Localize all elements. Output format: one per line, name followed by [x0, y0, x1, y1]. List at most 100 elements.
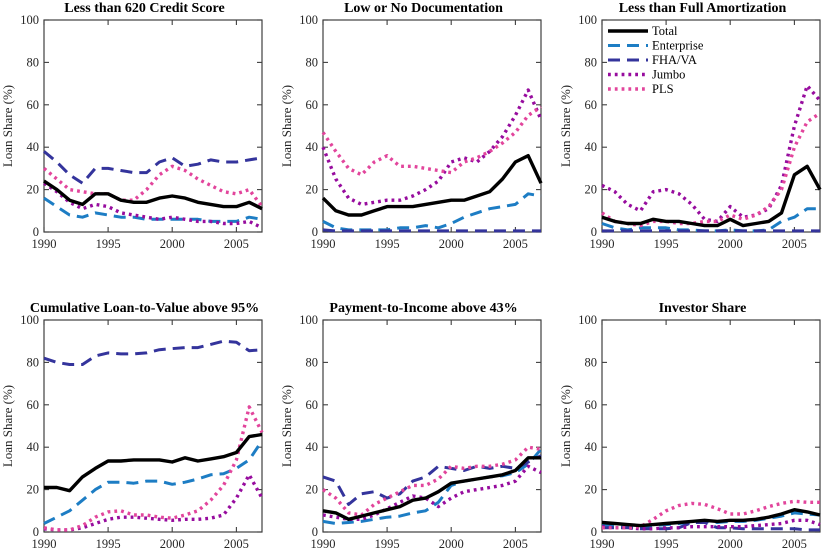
- series-line-jumbo: [322, 464, 542, 522]
- x-tick-label: 1995: [96, 237, 121, 251]
- series-line-total: [322, 456, 541, 522]
- subplot-cltv-above-95: Cumulative Loan-to-Value above 95% 1990 1…: [0, 276, 279, 553]
- y-axis-label: Loan Share (%): [0, 85, 15, 167]
- y-tick-label: 20: [27, 483, 40, 497]
- chart-plot-pti: 1990 1995 2000 2005 0 20 40 60 80 100 Loan Share (…: [279, 313, 543, 551]
- y-tick-label: 100: [299, 13, 318, 27]
- y-tick-label: 20: [306, 183, 319, 197]
- y-tick-label: 100: [299, 313, 318, 327]
- y-tick-label: 100: [20, 13, 39, 27]
- y-tick-label: 60: [27, 98, 40, 112]
- y-axis-label: Loan Share (%): [558, 85, 573, 167]
- subplot-low-or-no-documentation: Low or No Documentation 1990 1995 2000 2005…: [279, 0, 558, 276]
- legend-label-fha_va: FHA/VA: [652, 53, 697, 67]
- subplot-payment-to-income-above-43: Payment-to-Income above 43% 1990 1995 2000…: [279, 276, 558, 553]
- series-line-pls: [321, 105, 542, 177]
- series-line-pls: [43, 405, 264, 532]
- x-tick-label: 1990: [590, 537, 615, 551]
- chart-title: Investor Share: [658, 301, 747, 316]
- chart-plot-amortization: 1990 1995 2000 2005 0 20 40 60 80 100 Loan Share (…: [558, 13, 822, 251]
- series-line-pls: [601, 111, 821, 228]
- y-tick-label: 20: [585, 483, 598, 497]
- legend-label-pls: PLS: [652, 82, 674, 96]
- x-tick-label: 2005: [224, 237, 249, 251]
- subplot-less-than-620-credit-score: Less than 620 Credit Score 1990 1995 2000 2…: [0, 0, 279, 276]
- legend-label-total: Total: [652, 24, 678, 38]
- series-line-enterprise: [601, 511, 821, 529]
- y-tick-label: 60: [27, 398, 40, 412]
- y-tick-label: 60: [585, 98, 598, 112]
- series-line-total: [601, 164, 822, 228]
- y-tick-label: 60: [306, 398, 319, 412]
- x-tick-label: 1995: [375, 537, 400, 551]
- y-tick-label: 20: [585, 183, 598, 197]
- chart-plot-documentation: 1990 1995 2000 2005 0 20 40 60 80 100 Loan Share (…: [279, 13, 543, 251]
- y-tick-label: 60: [306, 98, 319, 112]
- y-tick-label: 0: [591, 225, 597, 239]
- axes-box: [601, 319, 821, 533]
- series-line-enterprise: [322, 192, 542, 232]
- x-tick-label: 1995: [96, 537, 121, 551]
- series-line-jumbo: [43, 181, 263, 230]
- y-tick-label: 100: [20, 313, 39, 327]
- y-tick-label: 100: [578, 13, 597, 27]
- series-line-total: [43, 179, 263, 211]
- y-tick-label: 80: [27, 355, 40, 369]
- series-line-jumbo: [601, 518, 821, 531]
- y-tick-label: 80: [306, 355, 319, 369]
- x-tick-label: 1990: [590, 237, 615, 251]
- axes-box: [322, 19, 542, 233]
- series-line-total: [321, 153, 543, 217]
- y-tick-label: 20: [27, 183, 40, 197]
- chart-title: Payment-to-Income above 43%: [329, 301, 518, 316]
- series-line-enterprise: [43, 439, 264, 525]
- series-line-total: [601, 507, 821, 528]
- x-tick-label: 1990: [311, 537, 336, 551]
- legend-label-enterprise: Enterprise: [652, 39, 704, 53]
- x-tick-label: 2000: [160, 237, 185, 251]
- y-tick-label: 40: [27, 140, 40, 154]
- series-line-pls: [322, 445, 542, 517]
- chart-plot-credit-score: 1990 1995 2000 2005 0 20 40 60 80 100 Loan Share (…: [0, 13, 264, 251]
- chart-title: Less than 620 Credit Score: [64, 1, 225, 16]
- y-axis-label: Loan Share (%): [279, 85, 294, 167]
- series-line-fha_va: [322, 228, 541, 233]
- x-tick-label: 2000: [718, 537, 743, 551]
- y-axis-label: Loan Share (%): [279, 385, 294, 467]
- y-tick-label: 40: [306, 440, 319, 454]
- y-tick-label: 100: [578, 313, 597, 327]
- x-tick-label: 2000: [439, 537, 464, 551]
- x-tick-label: 2000: [439, 237, 464, 251]
- subplot-less-than-full-amortization: Less than Full Amortization 1990 1995 2000…: [558, 0, 837, 276]
- y-tick-label: 80: [585, 355, 598, 369]
- y-tick-label: 60: [585, 398, 598, 412]
- chart-title: Low or No Documentation: [344, 1, 503, 16]
- series-line-total: [44, 432, 263, 493]
- y-tick-label: 80: [27, 55, 40, 69]
- y-tick-label: 40: [585, 440, 598, 454]
- x-tick-label: 2005: [782, 537, 807, 551]
- chart-title: Cumulative Loan-to-Value above 95%: [29, 301, 260, 316]
- x-tick-label: 2005: [503, 537, 528, 551]
- x-tick-label: 2000: [160, 537, 185, 551]
- chart-plot-cltv: 1990 1995 2000 2005 0 20 40 60 80 100 Loan Share (…: [0, 313, 264, 551]
- y-tick-label: 0: [33, 525, 39, 539]
- x-tick-label: 2005: [782, 237, 807, 251]
- series-line-fha_va: [322, 454, 542, 506]
- y-tick-label: 40: [27, 440, 40, 454]
- chart-title: Less than Full Amortization: [618, 1, 787, 16]
- x-tick-label: 1990: [311, 237, 336, 251]
- series-line-enterprise: [43, 196, 263, 223]
- series-line-jumbo: [321, 88, 543, 207]
- series-line-jumbo: [601, 83, 822, 224]
- x-tick-label: 1990: [32, 537, 57, 551]
- x-tick-label: 1995: [375, 237, 400, 251]
- axes-box: [322, 319, 542, 533]
- x-tick-label: 2000: [718, 237, 743, 251]
- subplot-investor-share: Investor Share 1990 1995 2000 2005 0 20 40 60 80…: [558, 276, 837, 553]
- axes-box: [43, 319, 263, 533]
- chart-plot-investor: 1990 1995 2000 2005 0 20 40 60 80 100 Loan Share (…: [558, 313, 821, 551]
- x-tick-label: 2005: [224, 537, 249, 551]
- axes-box: [601, 19, 821, 233]
